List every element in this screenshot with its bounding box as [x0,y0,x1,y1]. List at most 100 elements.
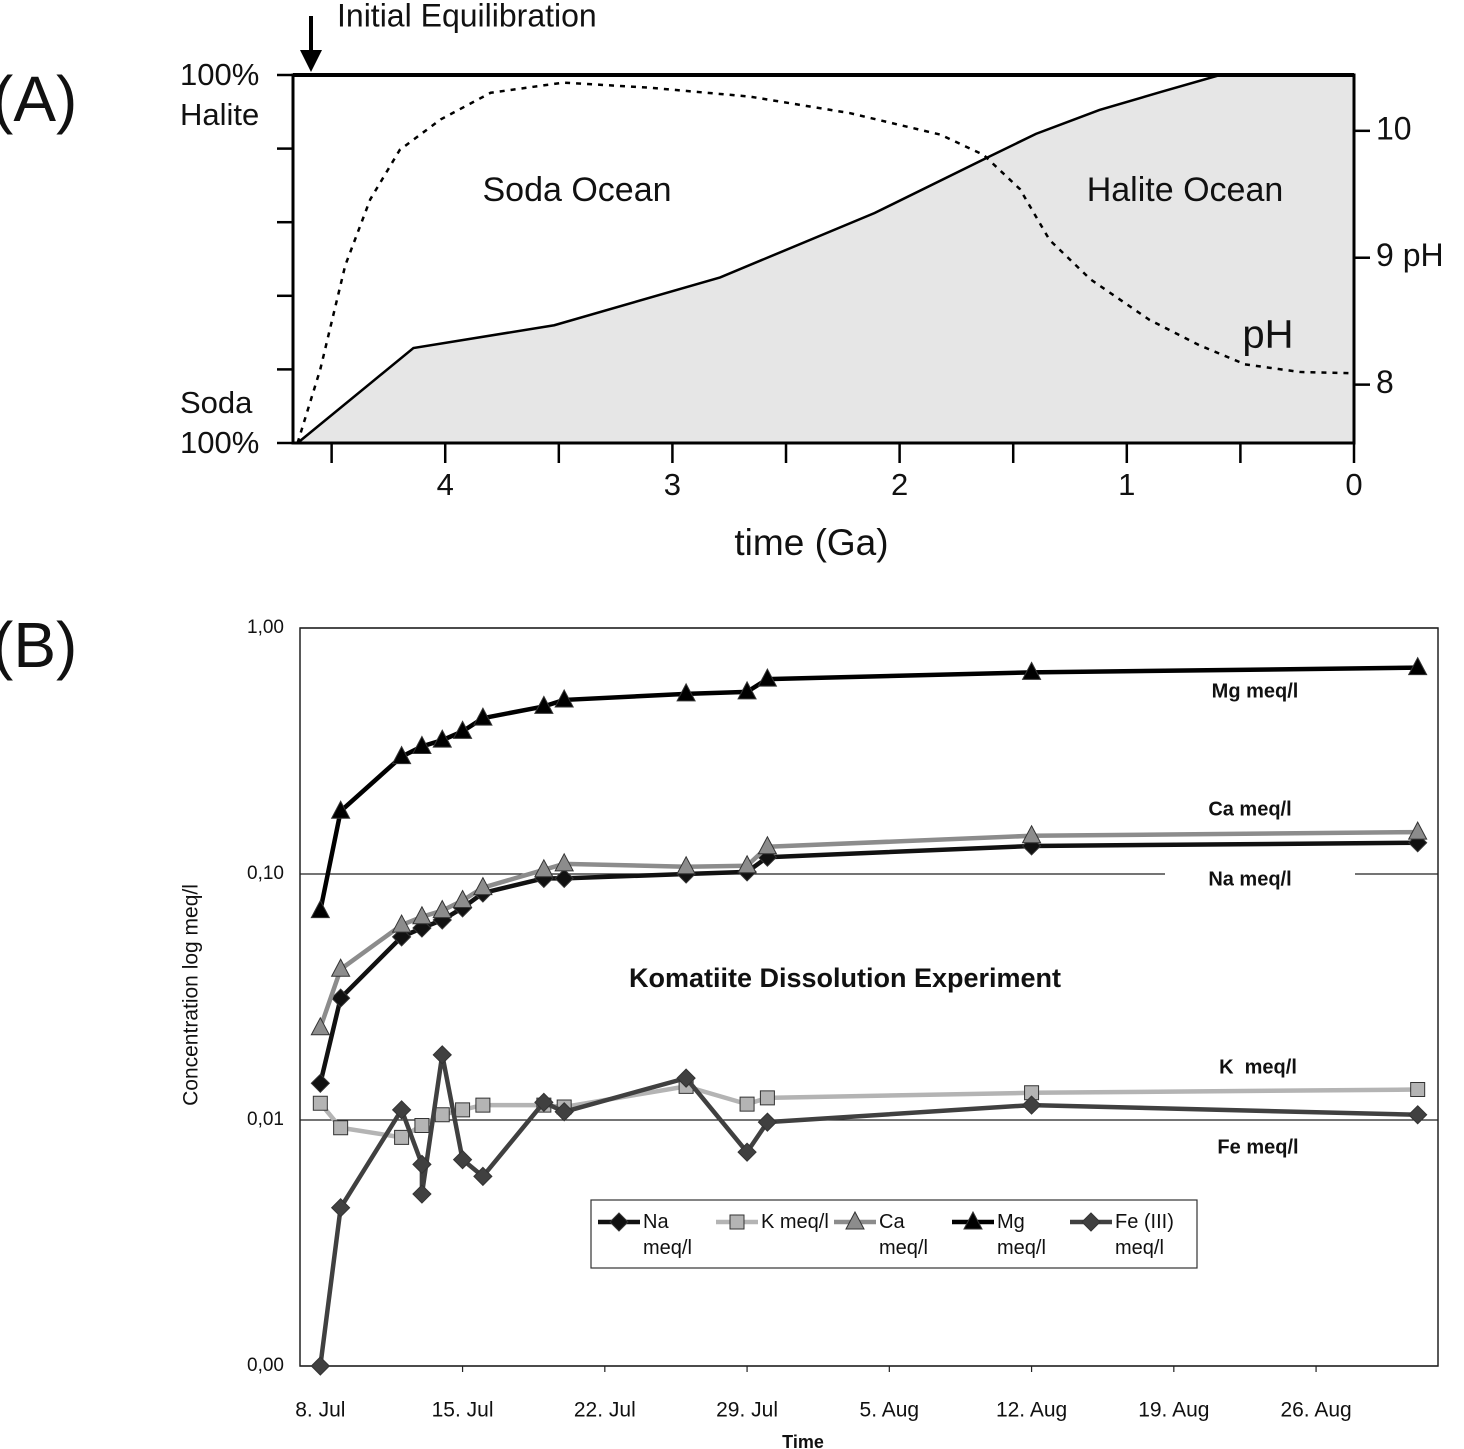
x-tick-label: 26. Aug [1280,1399,1351,1422]
x-tick-label: 15. Jul [432,1399,494,1422]
data-point [473,1166,493,1187]
panel-label: (A) [0,63,77,135]
data-point [554,688,575,708]
data-point [452,1149,473,1170]
y2-tick-label: 8 [1376,364,1394,400]
legend-box [590,1199,1198,1269]
x-tick-label: 22. Jul [574,1399,636,1422]
data-point [412,1184,432,1204]
x-axis-label: time (Ga) [734,522,888,563]
data-point [1021,824,1042,844]
annotation: Halite Ocean [1087,171,1284,209]
data-point [759,1090,775,1106]
chart-title: Komatiite Dissolution Experiment [629,963,1061,993]
data-point [737,1142,757,1162]
data-point [434,1107,450,1123]
x-axis-label: Time [782,1432,824,1449]
legend-marker [845,1210,865,1230]
annotation: Initial Equilibration [337,0,597,33]
data-point [310,1016,331,1036]
label-bg [1165,866,1355,892]
legend-label: Fe (III) meq/l [1115,1211,1174,1259]
data-point [534,695,554,714]
y-axis-label: Concentration log meq/l [180,884,203,1106]
data-point [1021,661,1042,680]
data-point [412,735,432,754]
x-tick-label: 3 [664,467,681,502]
data-point [475,1097,491,1113]
data-point [432,899,453,919]
data-point [554,1102,574,1122]
x-tick-label: 0 [1345,467,1362,502]
data-point [391,914,412,933]
halite-line [296,73,1354,444]
data-point [310,1073,331,1093]
x-tick-label: 2 [891,467,908,502]
data-point [739,1096,755,1112]
area-fill [297,75,1354,443]
series-line [318,829,1418,1029]
data-point [391,1100,412,1120]
series-label: K meq/l [1219,1056,1297,1078]
data-point [391,745,412,765]
data-point [554,868,574,889]
data-point [757,1112,778,1132]
data-point [310,899,331,919]
data-point [554,852,575,872]
arrow-head [300,50,322,72]
series-label: Na meq/l [1208,868,1291,890]
x-tick-label: 1 [1118,467,1135,502]
data-point [534,858,554,878]
annotation: Soda Ocean [482,171,671,209]
data-point [473,707,493,726]
data-point [737,854,757,874]
annotation: pH [1242,313,1293,357]
data-point [676,682,696,702]
data-point [1407,821,1428,840]
data-point [534,1092,554,1113]
y-tick-label: 0,10 [247,863,284,884]
x-tick-label: 29. Jul [716,1399,778,1422]
data-point [412,1154,432,1175]
x-tick-label: 5. Aug [860,1399,920,1422]
legend-label: Ca meq/l [879,1211,928,1259]
x-tick-label: 4 [437,467,454,502]
data-point [394,1129,410,1145]
y2-tick-label: 10 [1376,110,1412,146]
data-point [432,729,453,748]
data-point [452,720,473,739]
legend-label: K meq/l [761,1211,829,1233]
data-point [676,1068,696,1088]
y-tick-label: 100% Halite [180,57,260,132]
y-tick-label: Soda 100% [180,385,260,460]
x-tick-label: 12. Aug [996,1399,1067,1422]
series-label: Mg meq/l [1212,680,1299,702]
data-point [1407,1105,1428,1125]
ph-line [296,81,1350,444]
data-point [737,680,757,700]
data-point [1024,1085,1040,1101]
data-point [1410,1082,1426,1098]
legend-marker [609,1212,629,1232]
data-point [1407,656,1428,676]
data-point [330,1198,351,1218]
legend-marker [1081,1212,1101,1232]
series-label: Ca meq/l [1208,798,1291,820]
data-point [310,1356,331,1376]
series-label: Fe meq/l [1217,1136,1298,1158]
data-point [452,889,473,909]
legend-marker [963,1210,983,1230]
data-point [330,958,351,977]
data-point [757,835,778,855]
x-tick-label: 19. Aug [1138,1399,1209,1422]
data-point [412,905,432,925]
x-tick-label: 8. Jul [295,1399,345,1422]
legend-marker [729,1214,745,1230]
data-point [414,1117,430,1133]
y-tick-label: 1,00 [247,617,284,638]
data-point [432,1045,452,1065]
data-point [676,855,696,875]
legend-label: Mg meq/l [997,1211,1046,1259]
y2-tick-label: 9 pH [1376,237,1444,273]
